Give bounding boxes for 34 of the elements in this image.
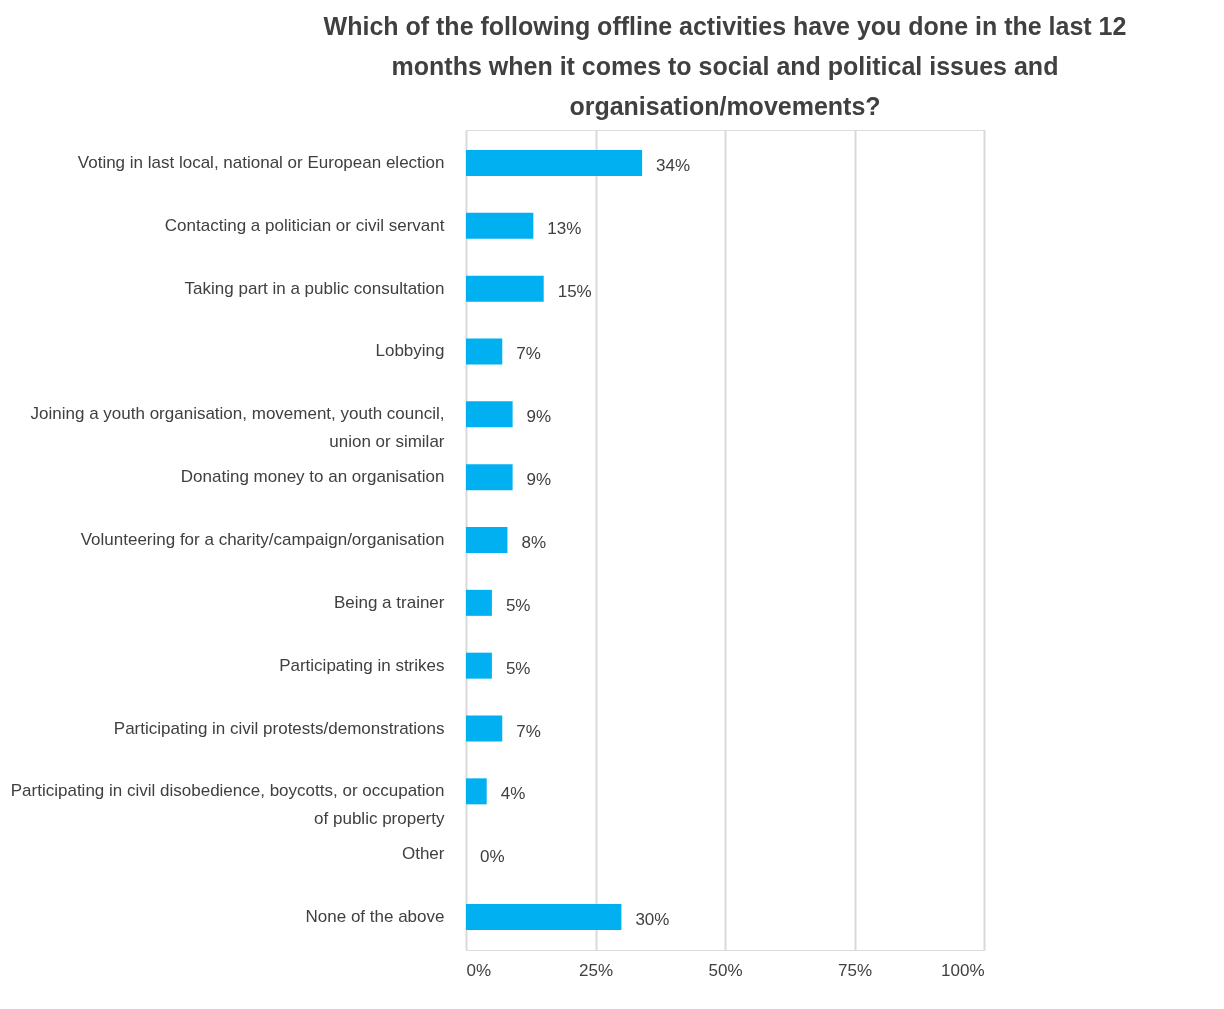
y-tick-label: Donating money to an organisation (180, 467, 445, 487)
y-tick-label: Volunteering for a charity/campaign/organisation (80, 530, 445, 549)
data-label: 4% (500, 784, 526, 804)
data-label: 0% (480, 847, 505, 867)
x-tick-label: 50% (708, 960, 743, 980)
data-label: 7% (516, 721, 541, 741)
data-label: 30% (635, 910, 670, 930)
y-tick-label: Contacting a politician or civil servant (164, 215, 445, 235)
text: months when it comes to social and political issues and (391, 52, 1059, 80)
data-label: 8% (521, 533, 547, 552)
x-tick-label: 25% (578, 960, 614, 980)
x-tick-label: 100% (941, 960, 985, 980)
data-label: 7% (516, 344, 541, 364)
y-tick-label: Participating in civil protests/demonstrations (113, 718, 445, 738)
data-label: 9% (526, 407, 552, 427)
data-label: 9% (526, 470, 552, 490)
y-tick-label: Lobbying (375, 341, 445, 361)
data-label: 15% (557, 281, 592, 301)
data-label: 5% (505, 658, 531, 678)
x-tick-label: 75% (837, 960, 873, 980)
data-label: 34% (656, 155, 691, 175)
text: Which of the following offline activities have you done in the last 12 (323, 12, 1127, 40)
y-tick-label: Joining a youth organisation, movement, youth council, union or similar (30, 404, 445, 452)
data-label: 13% (547, 218, 582, 238)
y-tick-label: Voting in last local, national or European election (77, 152, 445, 172)
y-tick-label: Being a trainer (333, 592, 445, 612)
data-label: 5% (505, 595, 531, 615)
y-tick-label: Participating in strikes (279, 655, 445, 675)
y-tick-label: Taking part in a public consultation (184, 278, 445, 298)
y-tick-label: None of the above (305, 907, 445, 927)
y-tick-label: Participating in civil disobedience, boycotts, or occupation of public property (10, 781, 445, 829)
y-tick-label: Other (401, 844, 445, 864)
x-tick-label: 0% (466, 960, 492, 980)
text: organisation/movements? (569, 92, 881, 120)
